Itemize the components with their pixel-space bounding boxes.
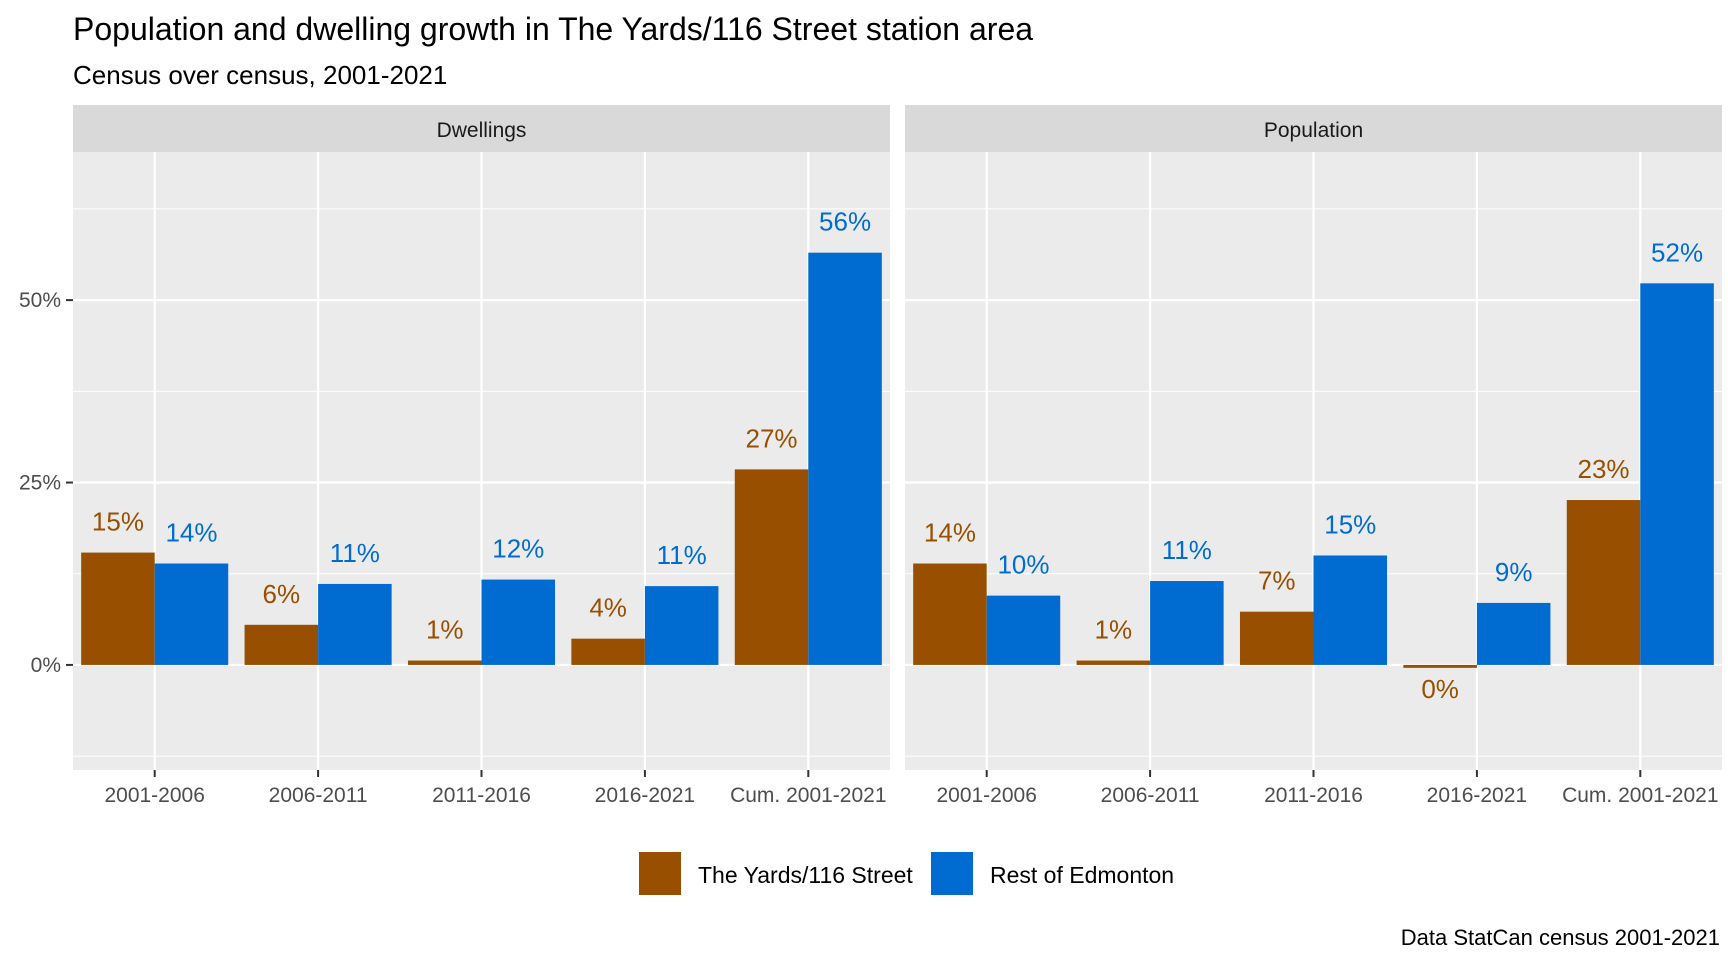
facet-label: Population: [1264, 119, 1363, 142]
bar-rest-of-edmonton: [1150, 581, 1224, 665]
bar-the-yards-116-street: [734, 469, 809, 665]
chart-subtitle: Census over census, 2001-2021: [73, 60, 447, 90]
data-label: 11%: [657, 540, 707, 570]
data-label: 15%: [92, 507, 144, 537]
data-label: 10%: [997, 550, 1049, 580]
legend-key: [639, 852, 681, 895]
data-label: 11%: [1162, 535, 1212, 565]
legend-label: Rest of Edmonton: [990, 862, 1174, 888]
x-tick-label: Cum. 2001-2021: [730, 784, 886, 807]
bar-rest-of-edmonton: [154, 563, 229, 665]
data-label: 14%: [165, 518, 217, 548]
facet-label: Dwellings: [437, 119, 527, 142]
data-label: 11%: [330, 538, 380, 568]
data-label: 1%: [1095, 615, 1133, 645]
data-label: 14%: [924, 518, 976, 548]
facet-strip: [73, 105, 890, 152]
bar-the-yards-116-street: [407, 660, 482, 665]
data-label: 7%: [1258, 566, 1296, 596]
data-label: 52%: [1651, 237, 1703, 267]
bar-the-yards-116-street: [1566, 500, 1641, 665]
data-label: 6%: [263, 579, 301, 609]
chart-title: Population and dwelling growth in The Ya…: [73, 11, 1033, 47]
panel-population: Population 2001-2006 2006-2011 2011-2016 201…: [905, 105, 1722, 807]
x-tick-label: 2011-2016: [432, 784, 531, 807]
data-label: 1%: [426, 615, 464, 645]
legend-key: [931, 852, 973, 895]
data-label: 9%: [1495, 557, 1533, 587]
bar-rest-of-edmonton: [644, 586, 719, 665]
legend: The Yards/116 Street Rest of Edmonton: [639, 852, 1174, 895]
y-tick-label: 25%: [19, 472, 61, 495]
bar-the-yards-116-street: [571, 638, 645, 665]
y-tick-label: 0%: [31, 654, 61, 677]
legend-label: The Yards/116 Street: [698, 862, 913, 888]
bar-rest-of-edmonton: [1640, 283, 1714, 665]
facet-strip: [905, 105, 1722, 152]
data-label: 56%: [819, 207, 871, 237]
bar-rest-of-edmonton: [808, 252, 882, 665]
x-tick-label: 2001-2006: [936, 784, 1036, 807]
data-label: 4%: [589, 593, 627, 623]
bar-rest-of-edmonton: [318, 583, 392, 665]
bar-the-yards-116-street: [81, 552, 155, 665]
data-label: 15%: [1324, 509, 1376, 539]
bar-rest-of-edmonton: [986, 595, 1061, 665]
bar-the-yards-116-street: [1076, 660, 1151, 665]
x-tick-label: 2011-2016: [1264, 784, 1363, 807]
bar-the-yards-116-street: [1239, 611, 1314, 665]
bar-rest-of-edmonton: [481, 579, 556, 665]
y-tick-label: 50%: [19, 289, 61, 312]
x-tick-label: 2006-2011: [1101, 784, 1200, 807]
x-tick-label: 2001-2006: [104, 784, 204, 807]
bar-rest-of-edmonton: [1476, 602, 1551, 665]
bar-the-yards-116-street: [913, 563, 987, 665]
data-label: 0%: [1421, 674, 1459, 704]
bar-the-yards-116-street: [244, 624, 319, 665]
chart-caption: Data StatCan census 2001-2021: [1401, 925, 1720, 950]
x-tick-label: 2016-2021: [1427, 784, 1527, 807]
bar-the-yards-116-street: [1403, 664, 1477, 668]
x-tick-label: 2016-2021: [595, 784, 695, 807]
data-label: 23%: [1578, 454, 1630, 484]
bar-rest-of-edmonton: [1313, 555, 1388, 665]
x-tick-label: 2006-2011: [269, 784, 368, 807]
x-tick-label: Cum. 2001-2021: [1562, 784, 1718, 807]
panel-dwellings: Dwellings 2001-2006 2006-2011 2011-2016 2016…: [19, 105, 890, 807]
data-label: 27%: [746, 423, 798, 453]
data-label: 12%: [492, 534, 544, 564]
